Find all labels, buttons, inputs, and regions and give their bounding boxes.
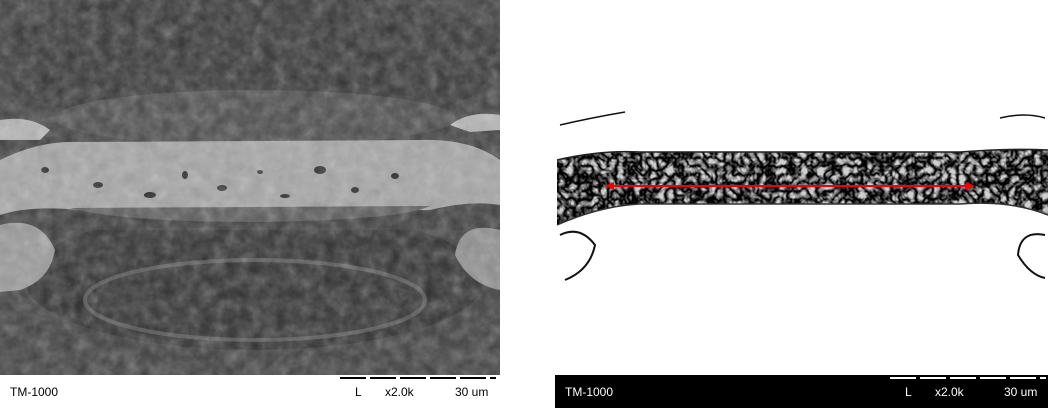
magnification: x2.0k bbox=[385, 385, 415, 399]
scale-label: 30 um bbox=[455, 385, 488, 399]
info-bar bbox=[555, 375, 1048, 408]
magnification: x2.0k bbox=[935, 385, 965, 399]
mode-label: L bbox=[355, 385, 362, 399]
instrument-label: TM-1000 bbox=[565, 385, 613, 399]
mode-label: L bbox=[905, 385, 912, 399]
sem-image-right bbox=[555, 0, 1048, 375]
scale-label: 30 um bbox=[1004, 385, 1037, 399]
info-bar bbox=[0, 375, 500, 408]
page: TM-1000 L x2.0k 30 um TM-1000 L x2.0k 30… bbox=[0, 0, 1048, 408]
instrument-label: TM-1000 bbox=[10, 385, 58, 399]
sem-image-left bbox=[0, 0, 510, 375]
